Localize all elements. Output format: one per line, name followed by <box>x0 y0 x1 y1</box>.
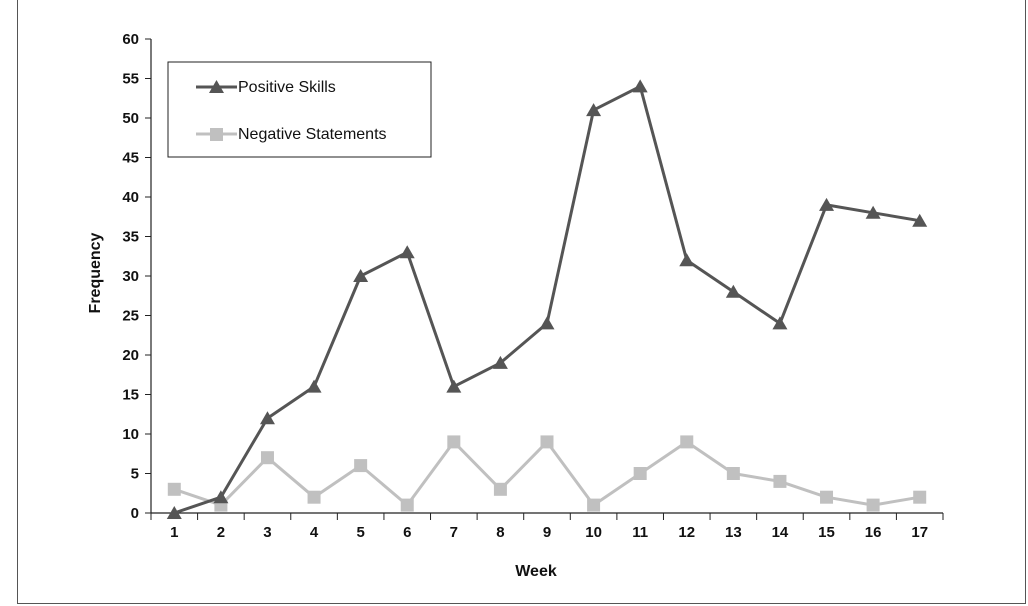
y-tick-label: 45 <box>122 150 139 167</box>
legend-marker-positive <box>209 80 224 93</box>
y-tick-label: 15 <box>122 387 139 404</box>
data-point-positive <box>259 411 275 425</box>
data-point-positive <box>446 379 462 393</box>
x-tick-label: 10 <box>585 524 602 541</box>
data-point-negative <box>400 498 414 512</box>
y-tick-label: 50 <box>122 110 139 127</box>
data-point-negative <box>540 435 554 449</box>
data-point-negative <box>447 435 461 449</box>
data-point-positive <box>213 490 229 504</box>
data-point-positive <box>586 103 602 117</box>
y-axis-title: Frequency <box>87 232 104 313</box>
data-point-negative <box>726 467 740 480</box>
data-point-positive <box>539 316 555 330</box>
data-point-positive <box>912 213 928 227</box>
y-tick-label: 40 <box>122 189 139 206</box>
series-positive-skills <box>166 79 928 519</box>
data-point-negative <box>633 467 647 480</box>
legend-box <box>167 61 432 158</box>
y-tick-label: 30 <box>122 268 139 285</box>
x-tick-label: 15 <box>818 524 835 541</box>
series-negative-statements <box>167 435 927 512</box>
data-point-positive <box>166 506 182 519</box>
x-tick-label: 11 <box>632 524 648 541</box>
data-point-positive <box>306 379 322 393</box>
x-tick-label: 12 <box>678 524 695 541</box>
data-point-positive <box>772 316 788 330</box>
y-tick-label: 55 <box>122 71 139 88</box>
data-point-negative <box>260 451 274 465</box>
data-point-negative <box>587 498 601 512</box>
x-tick-label: 6 <box>403 524 411 541</box>
data-point-positive <box>679 253 695 267</box>
x-tick-label: 13 <box>725 524 742 541</box>
x-tick-label: 3 <box>263 524 271 541</box>
series-line <box>173 440 920 507</box>
y-tick-label: 10 <box>122 426 139 443</box>
data-point-negative <box>167 482 181 496</box>
data-point-negative <box>773 474 787 488</box>
data-point-positive <box>353 269 369 282</box>
x-tick-label: 17 <box>911 524 928 541</box>
y-tick-label: 60 <box>122 31 139 48</box>
data-point-positive <box>399 245 415 259</box>
chart-frame <box>17 0 1026 604</box>
data-point-positive <box>632 79 648 93</box>
legend: Positive Skills Negative Statements <box>167 61 432 158</box>
y-tick-label: 35 <box>122 229 139 246</box>
x-tick-label: 1 <box>170 524 178 541</box>
series-layer <box>166 79 928 519</box>
x-tick-label: 2 <box>217 524 225 541</box>
data-point-positive <box>865 205 881 219</box>
x-tick-label: 7 <box>450 524 458 541</box>
data-point-positive <box>492 355 508 369</box>
data-point-positive <box>819 197 835 211</box>
y-tick-label: 25 <box>122 308 139 325</box>
data-point-negative <box>820 490 834 504</box>
x-axis-title: Week <box>515 563 557 580</box>
y-tick-label: 0 <box>131 505 139 522</box>
y-tick-label: 20 <box>122 347 139 364</box>
x-tick-label: 14 <box>772 524 789 541</box>
x-tick-label: 16 <box>865 524 882 541</box>
y-tick-label: 5 <box>131 466 139 483</box>
legend-label-negative: Negative Statements <box>238 126 387 143</box>
x-tick-label: 5 <box>356 524 364 541</box>
x-tick-label: 8 <box>496 524 504 541</box>
data-point-negative <box>307 490 321 504</box>
legend-marker-negative <box>210 128 223 141</box>
data-point-negative <box>354 459 368 473</box>
data-point-negative <box>913 490 927 504</box>
data-point-negative <box>493 482 507 496</box>
x-tick-label: 4 <box>310 524 319 541</box>
data-point-negative <box>866 498 880 512</box>
legend-label-positive: Positive Skills <box>238 79 336 96</box>
data-point-positive <box>725 284 741 298</box>
data-point-negative <box>680 435 694 449</box>
x-tick-label: 9 <box>543 524 551 541</box>
